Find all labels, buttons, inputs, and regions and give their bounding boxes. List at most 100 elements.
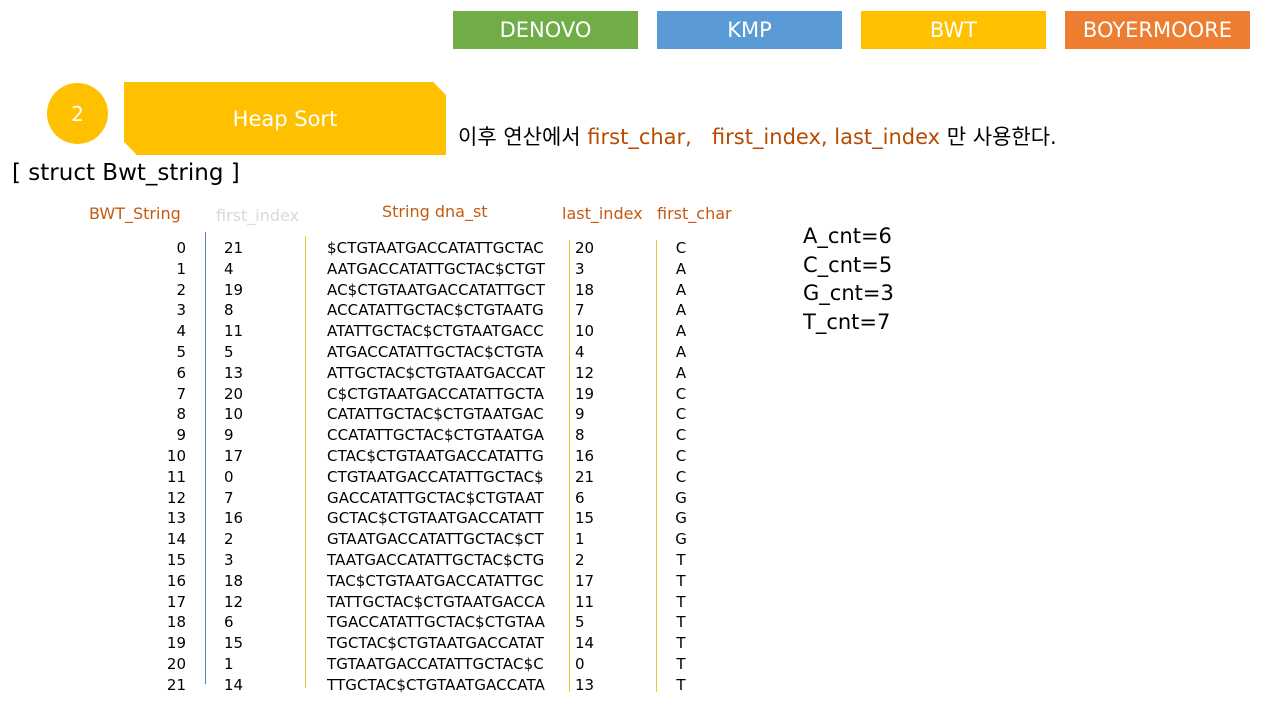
first-char-cell: T <box>676 654 686 673</box>
header-dna-st: String dna_st <box>382 202 488 221</box>
bwt-index-cell: 15 <box>166 550 186 569</box>
first-char-cell: A <box>675 363 687 382</box>
bwt-index-cell: 13 <box>166 509 186 528</box>
first-char-cell: A <box>675 259 687 278</box>
bwt-index-cell: 6 <box>176 363 186 382</box>
first-char-cell: G <box>675 509 687 528</box>
dna-string-cell: CTAC$CTGTAATGACCATATTG <box>327 446 544 465</box>
dna-string-cell: TATTGCTAC$CTGTAATGACCA <box>327 592 545 611</box>
column-divider <box>656 240 657 692</box>
count-item: C_cnt=5 <box>803 252 893 277</box>
bwt-index-cell: 21 <box>166 675 186 694</box>
bwt-index-cell: 2 <box>176 280 186 299</box>
first-index-cell: 5 <box>224 342 234 361</box>
bwt-button[interactable]: BWT <box>861 11 1046 49</box>
last-index-cell: 16 <box>575 446 595 465</box>
dna-string-cell: CTGTAATGACCATATTGCTAC$ <box>327 467 544 486</box>
first-char-cell: C <box>675 239 687 257</box>
first-char-cell: T <box>676 634 686 653</box>
count-item: G_cnt=3 <box>803 281 894 305</box>
last-index-cell: 13 <box>575 675 595 694</box>
first-char-cell: C <box>675 467 687 486</box>
bwt-index-cell: 17 <box>166 592 186 611</box>
dna-string-cell: CATATTGCTAC$CTGTAATGAC <box>327 405 544 424</box>
first-index-cell: 14 <box>224 675 244 694</box>
dna-string-cell: TAATGACCATATTGCTAC$CTG <box>327 550 545 569</box>
first-index-cell: 6 <box>224 613 234 632</box>
bwt-index-cell: 3 <box>176 301 186 320</box>
dna-string-cell: ATTGCTAC$CTGTAATGACCAT <box>327 363 545 382</box>
dna-string-cell: GACCATATTGCTAC$CTGTAAT <box>327 488 544 507</box>
last-index-cell: 14 <box>575 634 595 653</box>
first-char-cell: G <box>675 530 687 549</box>
character-counts: A_cnt=6 C_cnt=5 G_cnt=3 T_cnt=7 <box>803 222 894 336</box>
last-index-cell: 7 <box>575 301 585 320</box>
last-index-cell: 12 <box>575 363 595 382</box>
first-index-cell: 2 <box>224 530 234 549</box>
column-divider <box>569 240 570 692</box>
first-char-cell: C <box>675 426 687 445</box>
dna-string-cell: TGCTAC$CTGTAATGACCATAT <box>327 634 545 653</box>
kmp-button[interactable]: KMP <box>657 11 842 49</box>
denovo-button[interactable]: DENOVO <box>453 11 638 49</box>
dna-string-cell: AATGACCATATTGCTAC$CTGT <box>327 259 545 278</box>
first-char-cell: A <box>675 342 687 361</box>
bwt-index-cell: 7 <box>176 384 186 403</box>
last-index-cell: 5 <box>575 613 585 632</box>
dna-string-cell: GCTAC$CTGTAATGACCATATT <box>327 509 544 528</box>
first-index-cell: 9 <box>224 426 234 445</box>
first-index-cell: 15 <box>224 634 244 653</box>
last-index-cell: 10 <box>575 322 595 341</box>
dna-string-cell: TAC$CTGTAATGACCATATTGC <box>327 571 544 590</box>
header-last-index: last_index <box>562 204 643 223</box>
first-index-cell: 16 <box>224 509 244 528</box>
last-index-cell: 17 <box>575 571 595 590</box>
first-char-cell: T <box>676 592 686 611</box>
bwt-index-cell: 19 <box>166 634 186 653</box>
first-index-column: 21 4 19 8 11 5 13 20 10 9 17 0 7 16 2 3 18 12 6 15 1 14 <box>224 238 243 696</box>
count-item: T_cnt=7 <box>803 309 891 334</box>
bwt-index-cell: 4 <box>176 322 186 341</box>
bwt-index-cell: 8 <box>176 405 186 424</box>
column-divider <box>305 236 306 688</box>
dna-string-cell: C$CTGTAATGACCATATTGCTA <box>327 384 545 403</box>
bwt-index-cell: 12 <box>166 488 186 507</box>
last-index-cell: 21 <box>575 467 595 486</box>
header-bwt-string: BWT_String <box>89 204 181 223</box>
last-index-cell: 20 <box>575 239 595 257</box>
dna-string-cell: ATGACCATATTGCTAC$CTGTA <box>327 342 544 361</box>
last-index-cell: 3 <box>575 259 585 278</box>
first-char-cell: G <box>675 488 687 507</box>
last-index-cell: 2 <box>575 550 585 569</box>
first-index-cell: 8 <box>224 301 234 320</box>
first-char-cell: T <box>676 675 686 694</box>
column-divider <box>205 232 206 684</box>
header-first-char: first_char <box>657 204 732 223</box>
last-index-cell: 15 <box>575 509 595 528</box>
first-index-cell: 17 <box>224 446 244 465</box>
first-index-cell: 0 <box>224 467 234 486</box>
dna-string-column: $CTGTAATGACCATATTGCTAC AATGACCATATTGCTAC$… <box>327 238 545 696</box>
first-char-cell: T <box>676 550 686 569</box>
dna-string-cell: TGACCATATTGCTAC$CTGTAA <box>327 613 545 632</box>
first-index-cell: 20 <box>224 384 244 403</box>
first-index-cell: 7 <box>224 488 234 507</box>
first-index-cell: 10 <box>224 405 244 424</box>
first-index-cell: 1 <box>224 654 234 673</box>
header-first-index: first_index <box>216 206 300 225</box>
dna-string-cell: TTGCTAC$CTGTAATGACCATA <box>327 675 545 694</box>
bwt-index-cell: 10 <box>166 446 186 465</box>
first-char-cell: A <box>675 301 687 320</box>
struct-title: [ struct Bwt_string ] <box>12 160 240 186</box>
dna-string-cell: AC$CTGTAATGACCATATTGCT <box>327 280 545 299</box>
last-index-cell: 11 <box>575 592 595 611</box>
first-index-cell: 18 <box>224 571 244 590</box>
first-index-cell: 12 <box>224 592 244 611</box>
bwt-index-cell: 20 <box>166 654 186 673</box>
dna-string-cell: $CTGTAATGACCATATTGCTAC <box>327 239 544 257</box>
step-title-banner: Heap Sort <box>124 82 446 155</box>
dna-string-cell: GTAATGACCATATTGCTAC$CT <box>327 530 544 549</box>
bwt-index-cell: 9 <box>176 426 186 445</box>
boyermoore-button[interactable]: BOYERMOORE <box>1065 11 1250 49</box>
